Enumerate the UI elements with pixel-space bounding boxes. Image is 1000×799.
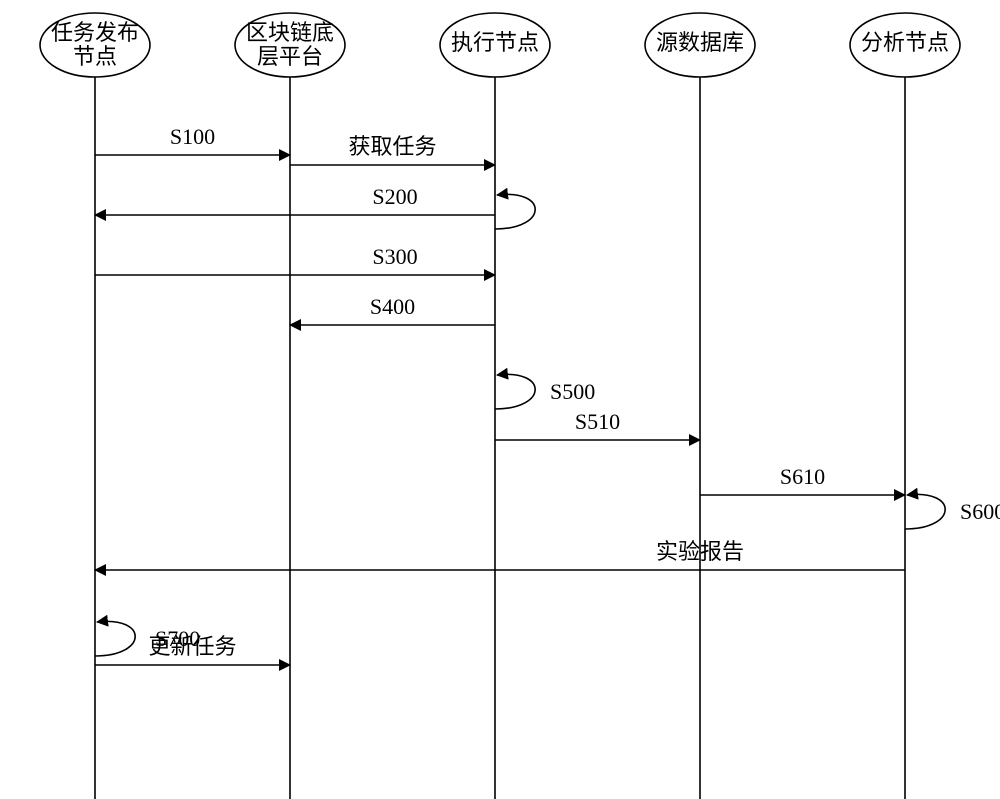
message: S400 xyxy=(290,294,495,325)
lifeline-db: 源数据库 xyxy=(645,13,755,799)
message: 实验报告 xyxy=(95,539,905,570)
message: 获取任务 xyxy=(290,134,495,165)
message-label: 实验报告 xyxy=(656,539,744,564)
message-label: S200 xyxy=(372,184,417,209)
lifeline-ana: 分析节点 xyxy=(850,13,960,799)
message-label: S500 xyxy=(550,379,595,404)
message: S600 xyxy=(905,494,1000,529)
message-label: S510 xyxy=(575,409,620,434)
message-label: S100 xyxy=(170,124,215,149)
message: S300 xyxy=(95,244,495,275)
message xyxy=(495,194,535,229)
lifeline-pub: 任务发布节点 xyxy=(40,13,150,799)
message-label: 更新任务 xyxy=(148,634,236,659)
message: S610 xyxy=(700,464,905,495)
message: S500 xyxy=(495,374,595,409)
message: S200 xyxy=(95,184,495,215)
message: S100 xyxy=(95,124,290,155)
lifeline-label: 区块链底 xyxy=(246,20,334,45)
message-label: S400 xyxy=(370,294,415,319)
lifeline-label: 源数据库 xyxy=(656,30,744,55)
lifeline-label: 层平台 xyxy=(257,44,323,69)
message-label: S610 xyxy=(780,464,825,489)
lifeline-label: 节点 xyxy=(73,44,117,69)
lifeline-label: 分析节点 xyxy=(861,30,949,55)
message-label: S300 xyxy=(372,244,417,269)
message-label: 获取任务 xyxy=(348,134,436,159)
lifeline-label: 执行节点 xyxy=(451,30,539,55)
message: S510 xyxy=(495,409,700,440)
sequence-diagram: 任务发布节点区块链底层平台执行节点源数据库分析节点S100获取任务S200S30… xyxy=(0,0,1000,799)
message-label: S600 xyxy=(960,499,1000,524)
lifeline-bc: 区块链底层平台 xyxy=(235,13,345,799)
lifeline-label: 任务发布 xyxy=(51,20,139,45)
lifeline-exec: 执行节点 xyxy=(440,13,550,799)
